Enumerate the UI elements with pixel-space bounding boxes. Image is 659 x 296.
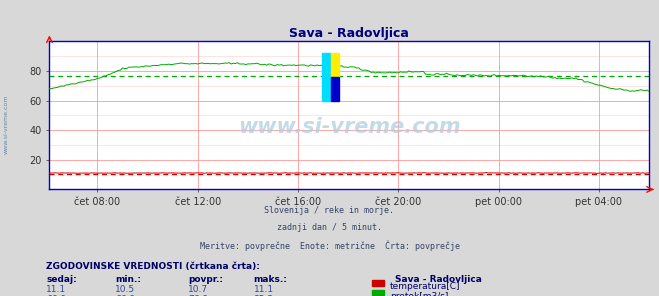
Bar <box>331 53 339 77</box>
Text: min.:: min.: <box>115 275 141 284</box>
Text: maks.:: maks.: <box>254 275 287 284</box>
Text: Slovenija / reke in morje.: Slovenija / reke in morje. <box>264 206 395 215</box>
Bar <box>331 77 339 101</box>
Text: zadnji dan / 5 minut.: zadnji dan / 5 minut. <box>277 223 382 232</box>
Text: 76.9: 76.9 <box>188 295 208 296</box>
Text: temperatura[C]: temperatura[C] <box>390 282 461 291</box>
Text: pretok[m3/s]: pretok[m3/s] <box>390 292 449 296</box>
Text: 85.3: 85.3 <box>254 295 274 296</box>
Text: www.si-vreme.com: www.si-vreme.com <box>238 117 461 137</box>
Text: ZGODOVINSKE VREDNOSTI (črtkana črta):: ZGODOVINSKE VREDNOSTI (črtkana črta): <box>46 262 260 271</box>
Text: Meritve: povprečne  Enote: metrične  Črta: povprečje: Meritve: povprečne Enote: metrične Črta:… <box>200 240 459 250</box>
Text: 10.5: 10.5 <box>115 285 136 294</box>
Text: sedaj:: sedaj: <box>46 275 77 284</box>
Text: 11.1: 11.1 <box>46 285 67 294</box>
Text: Sava - Radovljica: Sava - Radovljica <box>395 275 482 284</box>
Text: povpr.:: povpr.: <box>188 275 223 284</box>
Text: 66.9: 66.9 <box>46 295 67 296</box>
Text: 10.7: 10.7 <box>188 285 208 294</box>
Title: Sava - Radovljica: Sava - Radovljica <box>289 27 409 40</box>
Text: 11.1: 11.1 <box>254 285 274 294</box>
Text: 66.9: 66.9 <box>115 295 136 296</box>
Text: www.si-vreme.com: www.si-vreme.com <box>4 94 9 154</box>
Bar <box>322 53 331 101</box>
